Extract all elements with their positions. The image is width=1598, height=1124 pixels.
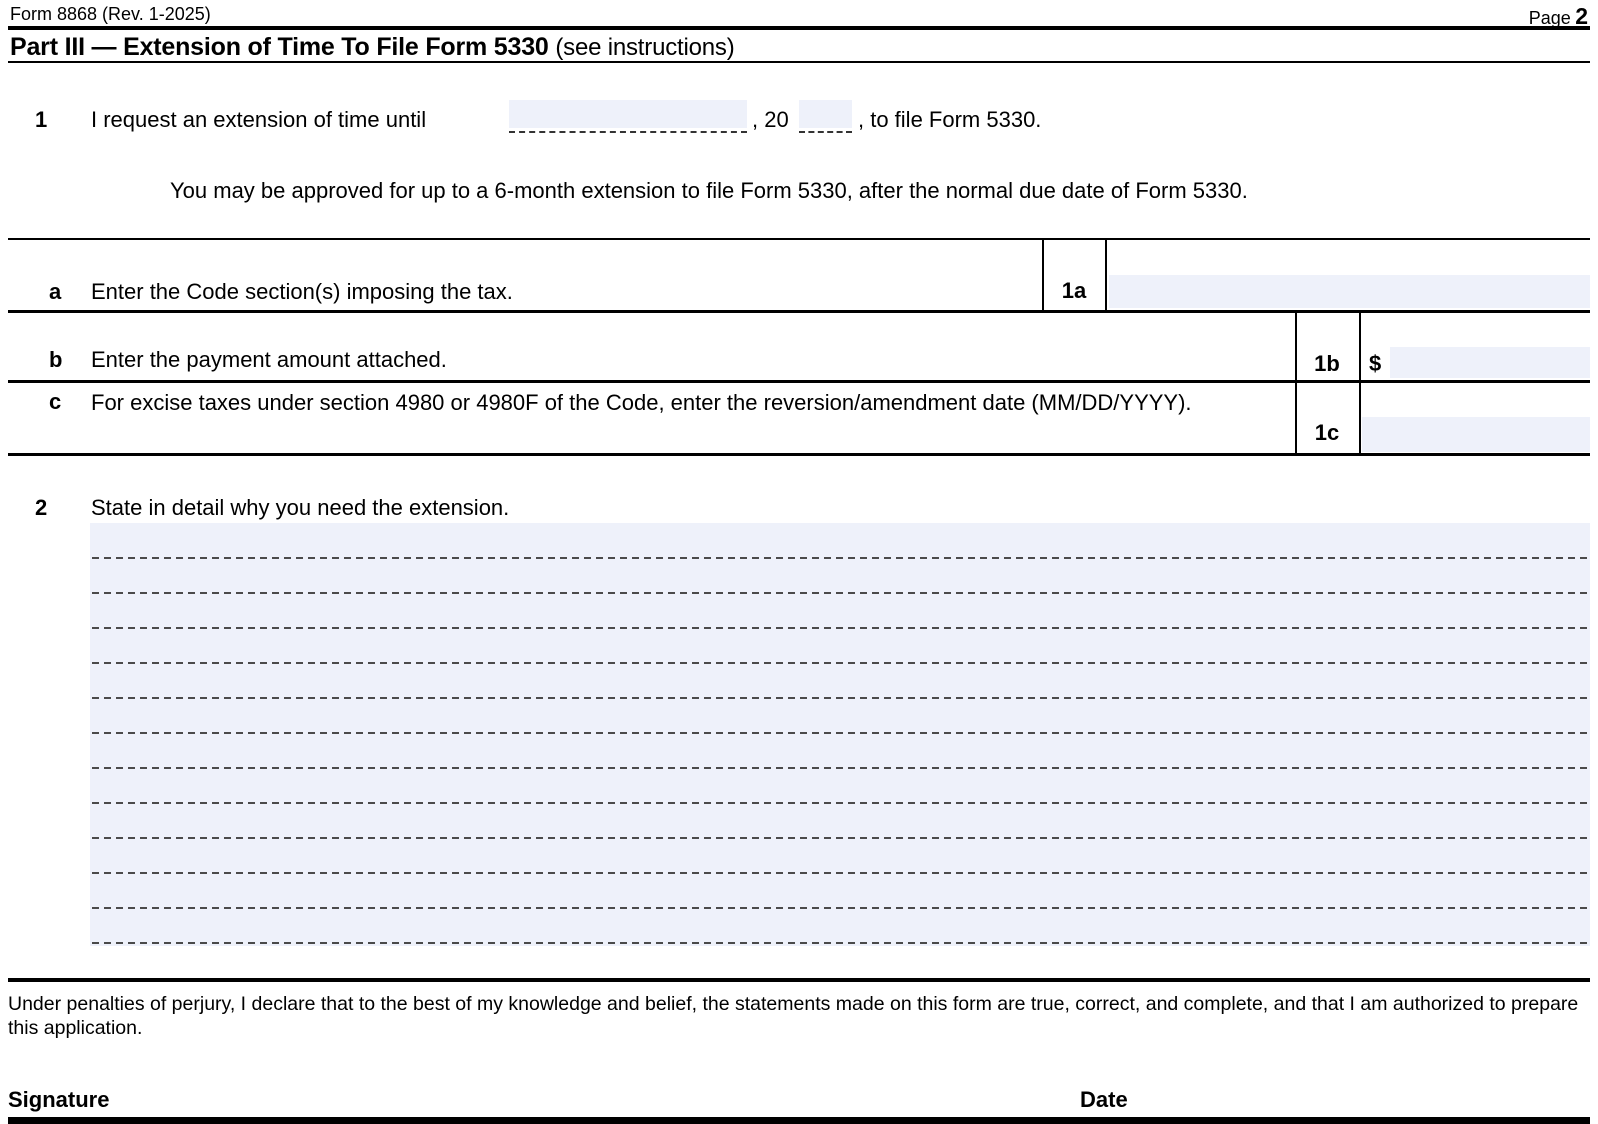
line1-text-middle: , 20 bbox=[752, 107, 789, 132]
date-label: Date bbox=[1080, 1087, 1128, 1112]
writing-rule-line bbox=[92, 767, 1588, 769]
line1-number: 1 bbox=[35, 107, 48, 132]
line-b-label: Enter the payment amount attached. bbox=[91, 347, 447, 372]
writing-rule-line bbox=[92, 557, 1588, 559]
writing-rule-line bbox=[92, 627, 1588, 629]
box-1b-label: 1b bbox=[1314, 351, 1340, 376]
header-rule bbox=[8, 26, 1590, 30]
box-1c-label: 1c bbox=[1314, 420, 1340, 445]
writing-rule-line bbox=[92, 697, 1588, 699]
perjury-declaration: Under penalties of perjury, I declare th… bbox=[8, 993, 1579, 1039]
extension-date-field[interactable] bbox=[509, 100, 747, 133]
writing-rule-line bbox=[92, 942, 1588, 944]
extension-year-field[interactable] bbox=[799, 100, 852, 133]
row-a-bottom-rule bbox=[8, 310, 1590, 313]
signature-label: Signature bbox=[8, 1087, 110, 1112]
dollar-sign: $ bbox=[1369, 351, 1382, 376]
line2-number: 2 bbox=[35, 495, 48, 520]
writing-rule-line bbox=[92, 592, 1588, 594]
see-instructions-note: (see instructions) bbox=[555, 34, 735, 61]
box-1bc-left-line bbox=[1295, 310, 1297, 456]
writing-rule-line bbox=[92, 662, 1588, 664]
bottom-rule bbox=[8, 1117, 1590, 1124]
code-section-field[interactable] bbox=[1109, 275, 1590, 308]
form-id: Form 8868 (Rev. 1-2025) bbox=[10, 4, 211, 24]
payment-amount-field[interactable] bbox=[1390, 347, 1590, 378]
heading-rule bbox=[8, 61, 1590, 63]
writing-rule-line bbox=[92, 837, 1588, 839]
row-b-bottom-rule bbox=[8, 380, 1590, 383]
line-a-label: Enter the Code section(s) imposing the t… bbox=[91, 279, 513, 304]
line-a-letter: a bbox=[49, 279, 62, 304]
writing-rule-line bbox=[92, 732, 1588, 734]
line-c-letter: c bbox=[49, 389, 62, 414]
six-month-extension-note: You may be approved for up to a 6-month … bbox=[170, 178, 1248, 203]
page-indicator: Page 2 bbox=[1529, 3, 1588, 30]
declaration-top-rule bbox=[8, 978, 1590, 982]
part-iii-title: Part III — Extension of Time To File For… bbox=[10, 33, 549, 61]
box-1bc-right-line bbox=[1359, 310, 1361, 456]
table-top-rule bbox=[8, 238, 1590, 240]
row-c-bottom-rule bbox=[8, 453, 1590, 456]
line1-text-before: I request an extension of time until bbox=[91, 107, 427, 132]
page-label: Page bbox=[1528, 8, 1571, 28]
line2-label: State in detail why you need the extensi… bbox=[91, 495, 510, 520]
line1-text-after: , to file Form 5330. bbox=[858, 107, 1042, 132]
page-number: 2 bbox=[1575, 3, 1588, 29]
line-b-letter: b bbox=[49, 347, 63, 372]
writing-rule-line bbox=[92, 907, 1588, 909]
line-c-label: For excise taxes under section 4980 or 4… bbox=[91, 390, 1192, 415]
box-1a-left-line bbox=[1042, 238, 1044, 312]
part-iii-heading: Part III — Extension of Time To File For… bbox=[10, 33, 735, 62]
box-1a-right-line bbox=[1105, 238, 1107, 312]
reversion-date-field[interactable] bbox=[1362, 417, 1590, 452]
extension-reason-textarea[interactable] bbox=[90, 523, 1590, 946]
writing-rule-line bbox=[92, 802, 1588, 804]
writing-rule-line bbox=[92, 872, 1588, 874]
box-1a-label: 1a bbox=[1061, 278, 1087, 303]
